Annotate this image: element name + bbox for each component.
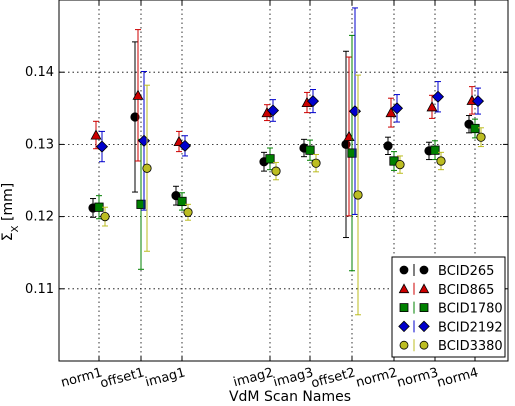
y-tick-label: 0.13	[25, 137, 54, 152]
legend-marker	[419, 265, 429, 275]
x-tick-label: norm3	[395, 365, 440, 390]
x-axis-label: VdM Scan Names	[229, 389, 351, 405]
data-point	[142, 163, 152, 173]
data-point	[311, 158, 321, 168]
legend-label: BCID265	[438, 264, 494, 279]
data-point	[95, 140, 109, 153]
x-tick-label: offset1	[99, 365, 146, 391]
data-point	[306, 95, 320, 108]
legend-label: BCID1780	[438, 302, 503, 317]
legend-marker	[398, 283, 410, 294]
data-point	[130, 112, 140, 122]
data-point	[94, 202, 104, 212]
data-point	[476, 132, 486, 142]
data-point	[90, 129, 102, 140]
data-point	[347, 148, 357, 158]
data-point	[178, 139, 192, 152]
x-tick-label: norm4	[435, 365, 480, 390]
data-point	[348, 105, 362, 118]
x-tick-label: imag3	[272, 365, 315, 390]
x-tick-label: imag2	[232, 365, 275, 390]
data-point	[305, 145, 315, 155]
legend-label: BCID3380	[438, 339, 503, 354]
y-axis-label: ΣX [mm]	[0, 183, 21, 241]
y-tick-label: 0.14	[25, 65, 54, 80]
legend-marker	[418, 283, 430, 294]
data-point	[395, 160, 405, 170]
x-tick-label: imag1	[144, 365, 187, 390]
data-point	[430, 145, 440, 155]
legend: BCID265 BCID865 BCID1780 BCID2192 BCID3380	[391, 256, 506, 358]
data-point	[353, 190, 363, 200]
data-point	[271, 166, 281, 176]
legend-marker	[419, 340, 429, 350]
legend-label: BCID865	[438, 283, 494, 298]
plot-frame	[58, 0, 509, 362]
data-point	[436, 156, 446, 166]
x-tick-label: offset2	[310, 365, 357, 391]
data-point	[265, 154, 275, 164]
data-layer	[88, 7, 486, 316]
x-tick-label: norm1	[59, 365, 104, 390]
data-point	[136, 199, 146, 209]
legend-marker	[399, 265, 409, 275]
data-point	[177, 196, 187, 207]
data-point	[390, 102, 404, 115]
legend-marker	[399, 340, 409, 350]
data-point	[183, 207, 193, 217]
data-point	[132, 89, 144, 100]
legend-marker	[398, 320, 410, 333]
legend-marker	[418, 320, 430, 333]
legend-box	[391, 256, 506, 358]
data-point	[173, 135, 185, 147]
legend-marker	[399, 303, 409, 313]
y-tick-label: 0.12	[25, 210, 54, 225]
x-tick-label: norm2	[354, 365, 399, 390]
legend-label: BCID2192	[438, 320, 503, 335]
data-point	[343, 130, 355, 141]
data-point	[431, 90, 445, 103]
data-point	[385, 106, 397, 118]
data-point	[100, 212, 110, 222]
data-point	[470, 123, 480, 134]
data-point	[266, 104, 280, 117]
data-point	[426, 101, 438, 112]
y-tick-label: 0.11	[25, 282, 54, 297]
data-point	[383, 141, 393, 151]
data-point	[471, 95, 485, 108]
legend-marker	[419, 303, 429, 313]
data-point	[137, 134, 151, 147]
